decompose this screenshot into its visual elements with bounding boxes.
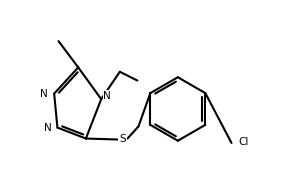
Text: Cl: Cl [238,137,249,147]
Text: N: N [44,123,51,133]
Text: N: N [40,89,48,99]
Text: S: S [119,133,126,144]
Text: N: N [104,91,111,101]
